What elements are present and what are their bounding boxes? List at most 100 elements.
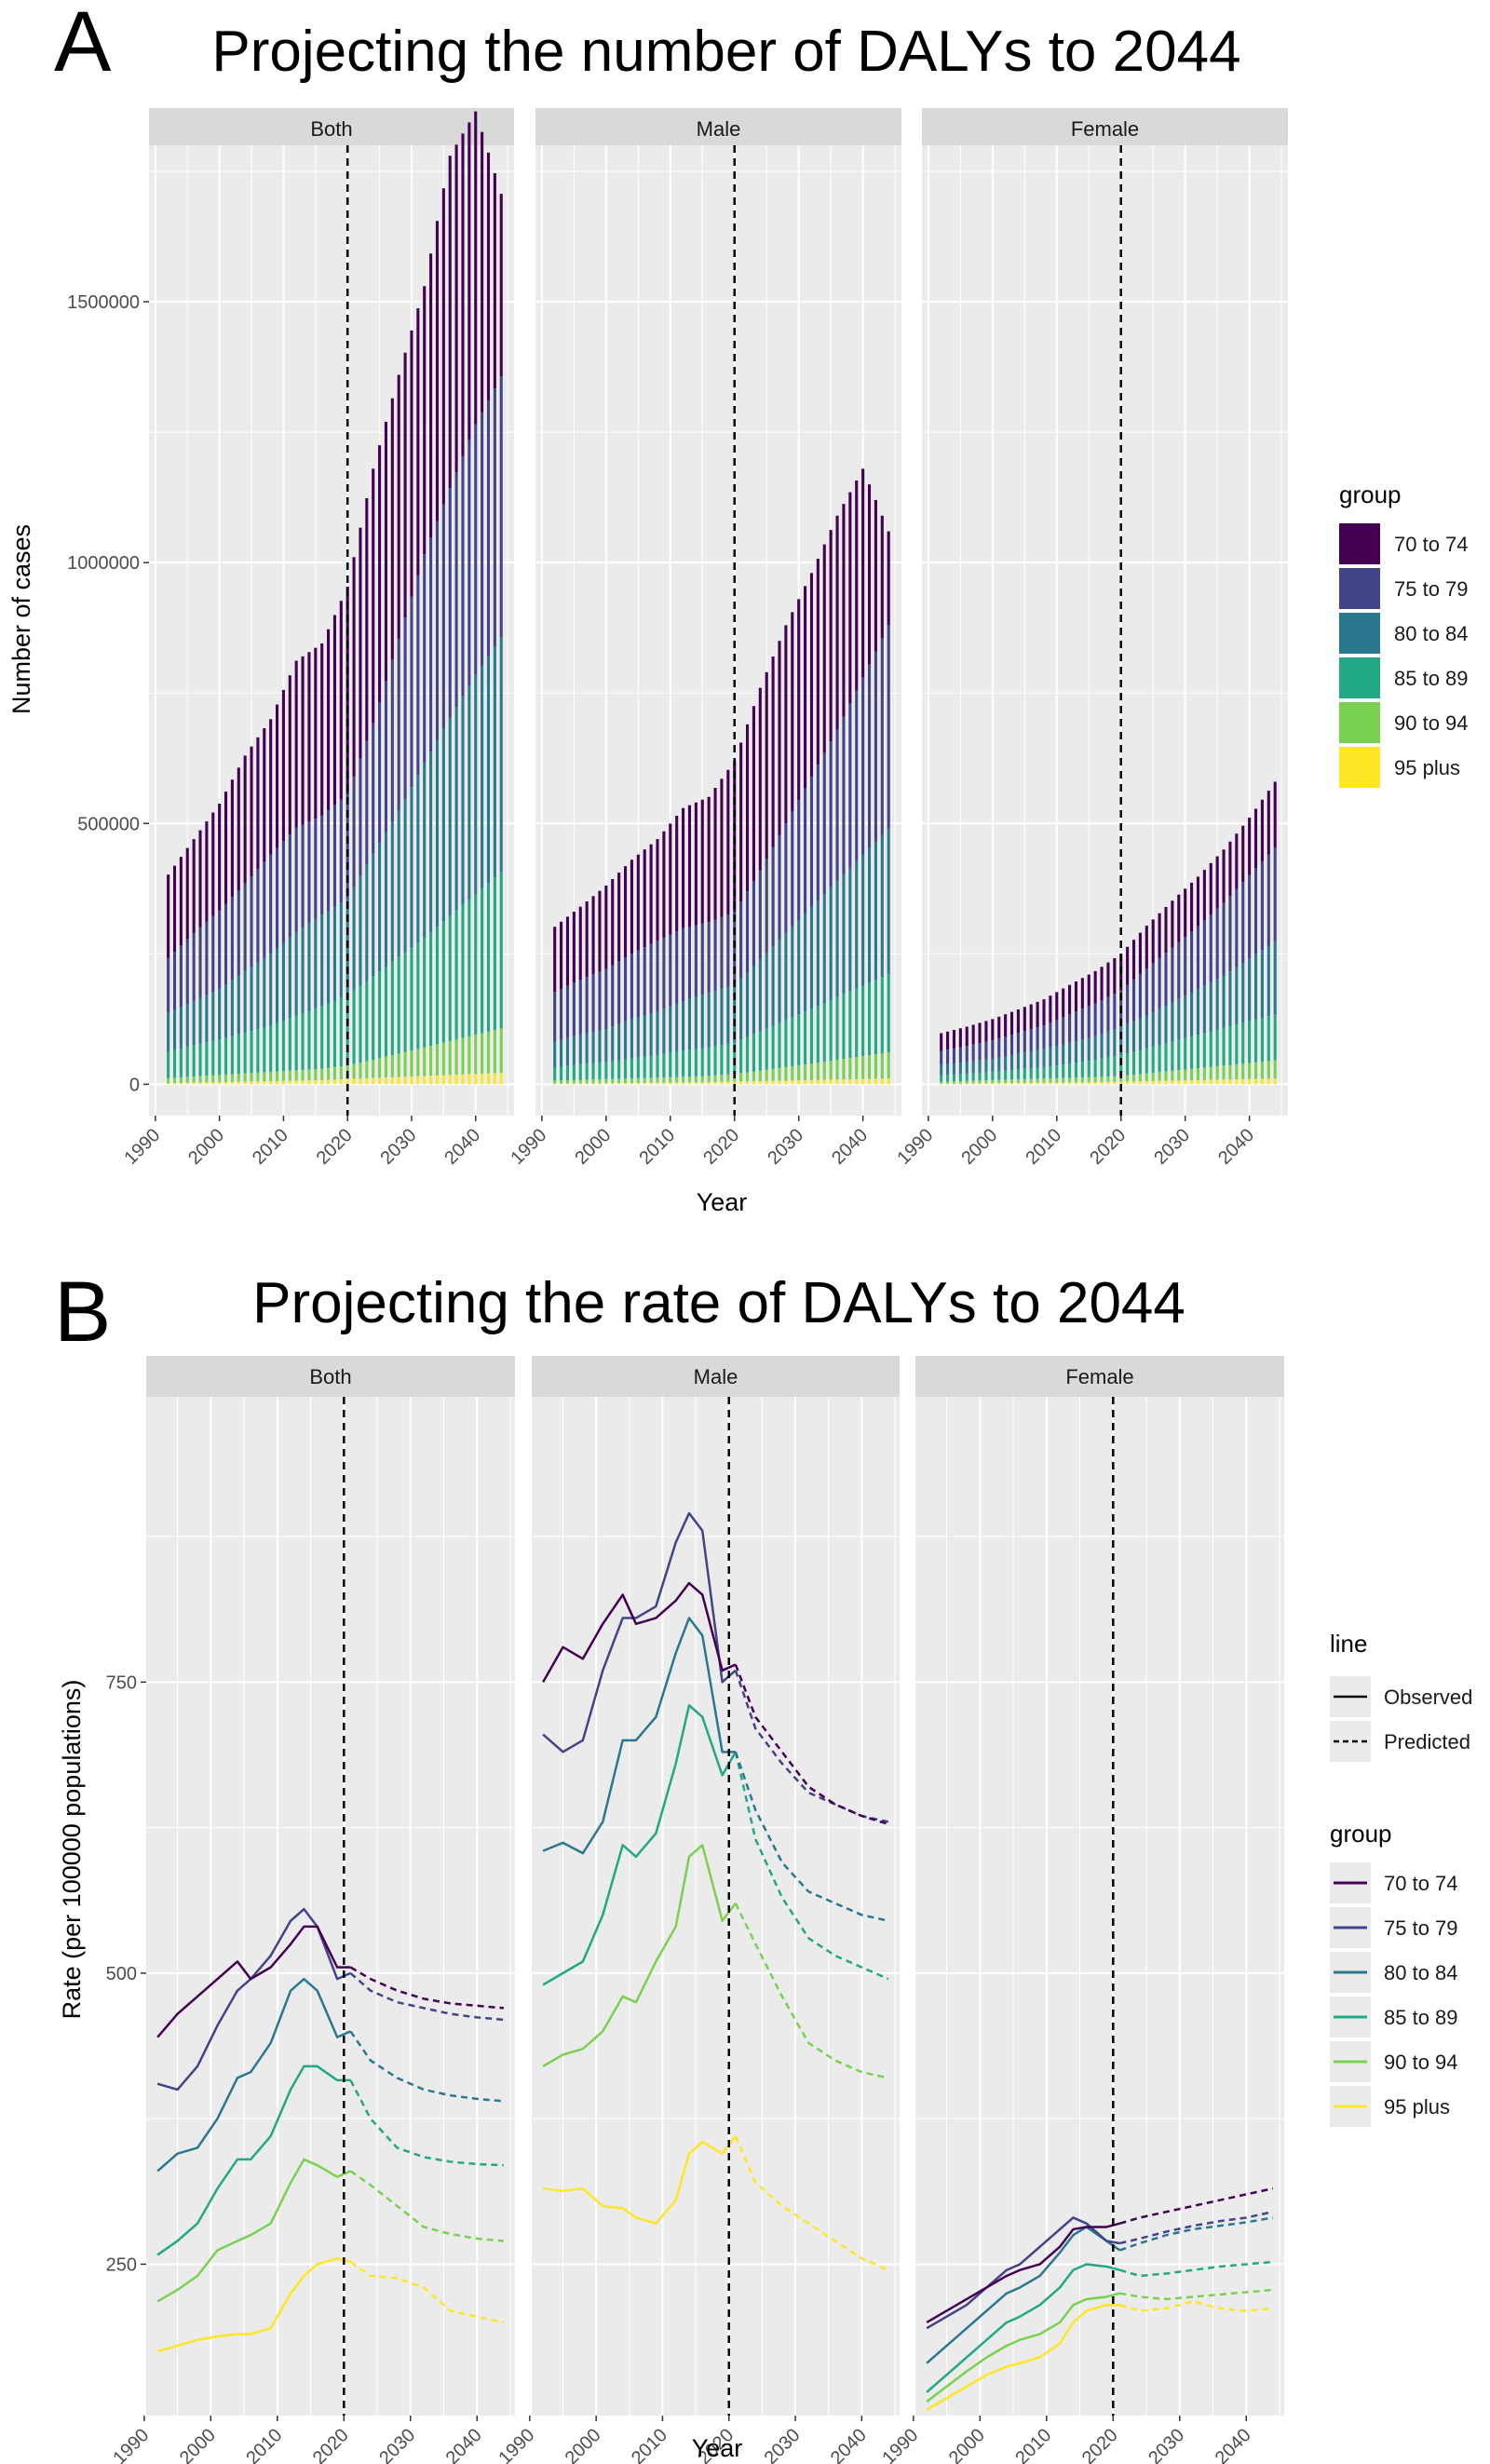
chart-a-bar-female-1996-70-to-74	[965, 1026, 968, 1047]
chart-a-bar-male-2041-70-to-74	[867, 484, 872, 665]
chart-a-bar-female-2023-90-to-94	[1138, 1074, 1142, 1082]
panel-letter-b: B	[54, 1265, 111, 1360]
chart-a-bar-both-2012-85-to-89	[294, 1015, 298, 1071]
chart-a-legend-label-80-to-84: 80 to 84	[1394, 622, 1469, 645]
chart-a-bar-both-2041-75-to-79	[481, 412, 484, 666]
chart-a-bar-both-2008-80-to-84	[269, 954, 273, 1026]
chart-a-bar-male-2039-75-to-79	[855, 690, 859, 861]
chart-a-bar-female-2029-70-to-74	[1177, 894, 1181, 942]
chart-a-bar-female-2011-95-plus	[1062, 1082, 1065, 1085]
chart-a-bar-female-1998-75-to-79	[978, 1043, 982, 1061]
chart-a-bar-male-1997-75-to-79	[585, 977, 589, 1034]
chart-a-bar-both-2013-85-to-89	[301, 1012, 305, 1070]
chart-a-bar-both-1995-70-to-74	[185, 847, 189, 940]
chart-a-bar-male-1997-95-plus	[585, 1083, 589, 1085]
chart-a-bar-female-2032-95-plus	[1196, 1079, 1200, 1085]
chart-a-bar-female-2016-90-to-94	[1093, 1076, 1097, 1083]
chart-b-line-predicted-female-90-to-94	[1119, 2288, 1273, 2301]
chart-a-x-tick-both-2010: 2010	[249, 1125, 292, 1169]
chart-a-bar-female-2006-95-plus	[1029, 1082, 1033, 1085]
chart-a-bar-both-2022-95-plus	[359, 1078, 362, 1085]
chart-a-bar-female-2033-90-to-94	[1202, 1067, 1206, 1080]
chart-a-bar-male-2032-85-to-89	[809, 1009, 814, 1063]
chart-a-bar-female-2043-70-to-74	[1266, 791, 1270, 855]
chart-a-bar-male-2000-80-to-84	[604, 1029, 608, 1063]
chart-a-bar-male-1996-85-to-89	[578, 1063, 582, 1080]
chart-a-bar-male-2012-90-to-94	[682, 1076, 685, 1083]
chart-a-bar-male-2005-85-to-89	[636, 1057, 640, 1078]
chart-a-bar-male-2024-75-to-79	[758, 870, 762, 959]
chart-a-bar-female-2042-90-to-94	[1260, 1062, 1264, 1079]
chart-a-bar-male-2016-90-to-94	[707, 1076, 711, 1083]
chart-a-bar-both-2014-80-to-84	[307, 923, 311, 1011]
chart-a-bar-male-2006-85-to-89	[643, 1056, 646, 1078]
chart-a-bar-male-2007-75-to-79	[649, 943, 653, 1013]
chart-a-bar-female-1993-80-to-84	[946, 1063, 950, 1076]
chart-a-bar-male-2024-80-to-84	[758, 958, 762, 1032]
chart-a-bar-male-2015-90-to-94	[700, 1076, 704, 1083]
chart-a-x-tick-female-2020: 2020	[1086, 1125, 1130, 1169]
chart-a-bar-male-2005-80-to-84	[636, 1017, 640, 1058]
chart-a-bar-male-2025-80-to-84	[765, 952, 768, 1029]
chart-a-bar-female-2005-70-to-74	[1023, 1007, 1026, 1032]
chart-a-x-tick-male-2000: 2000	[571, 1125, 615, 1169]
chart-a-bar-male-1997-90-to-94	[585, 1079, 589, 1084]
chart-b-line-observed-female-90-to-94	[926, 2292, 1120, 2403]
chart-a-bar-both-2016-90-to-94	[320, 1068, 324, 1080]
chart-a-bar-both-2032-75-to-79	[423, 554, 427, 764]
chart-a-bar-both-2008-75-to-79	[269, 854, 273, 954]
chart-a-bar-female-2033-80-to-84	[1202, 985, 1206, 1034]
chart-a-bar-both-2035-85-to-89	[441, 921, 445, 1043]
chart-a-bar-male-2005-95-plus	[636, 1082, 640, 1085]
chart-a-bar-female-2043-90-to-94	[1266, 1061, 1270, 1079]
chart-b-legend-label-75-to-79: 75 to 79	[1384, 1916, 1458, 1940]
chart-a-bar-female-2044-70-to-74	[1273, 781, 1277, 848]
chart-a-bar-both-2040-95-plus	[474, 1074, 478, 1085]
chart-a-bar-male-2000-90-to-94	[604, 1078, 608, 1084]
chart-a-bar-both-2016-85-to-89	[320, 1006, 324, 1069]
chart-a-bar-male-2030-80-to-84	[797, 919, 801, 1015]
chart-a-bar-female-2012-75-to-79	[1068, 1014, 1072, 1043]
chart-a-bar-both-2031-80-to-84	[416, 775, 420, 943]
chart-a-bar-female-2031-95-plus	[1190, 1080, 1194, 1085]
chart-a-bar-both-2031-95-plus	[416, 1076, 420, 1085]
chart-a-bar-male-2026-75-to-79	[771, 846, 775, 946]
chart-a-bar-both-2040-75-to-79	[474, 424, 478, 675]
chart-a-bar-male-2004-70-to-74	[630, 860, 633, 954]
chart-a-y-tick-0: 0	[129, 1075, 140, 1095]
chart-a-bar-both-2016-75-to-79	[320, 815, 324, 915]
chart-a-bar-male-2023-90-to-94	[752, 1071, 755, 1082]
chart-a-bar-both-2009-70-to-74	[275, 704, 279, 848]
chart-a-bar-both-2024-80-to-84	[372, 853, 375, 977]
chart-a-bar-female-2009-75-to-79	[1049, 1022, 1052, 1048]
chart-a-bar-male-1998-85-to-89	[591, 1063, 595, 1080]
chart-a-bar-male-2043-75-to-79	[880, 638, 884, 835]
chart-a-bar-female-2018-80-to-84	[1106, 1031, 1110, 1058]
chart-a-bar-female-1993-85-to-89	[946, 1075, 950, 1082]
chart-a-bar-male-2023-75-to-79	[752, 880, 755, 966]
chart-a-bar-both-1994-95-plus	[179, 1082, 183, 1085]
chart-a-bar-both-2017-70-to-74	[327, 629, 331, 811]
chart-a-bar-female-1997-80-to-84	[971, 1061, 975, 1074]
chart-a-bar-female-2013-70-to-74	[1074, 981, 1078, 1012]
chart-a-bar-both-2043-95-plus	[493, 1073, 496, 1085]
chart-a-bar-male-2037-75-to-79	[842, 716, 846, 874]
chart-a-bar-both-2011-90-to-94	[288, 1070, 291, 1081]
chart-a-bar-both-2029-75-to-79	[403, 617, 407, 799]
chart-a-bar-both-1993-75-to-79	[172, 952, 177, 1010]
chart-b-y-tick-750: 750	[106, 1672, 137, 1693]
chart-b-x-tick-male-2030: 2030	[761, 2425, 805, 2464]
chart-a-bar-female-2010-95-plus	[1055, 1082, 1059, 1085]
chart-a-bar-female-1998-70-to-74	[978, 1022, 982, 1044]
chart-a-bar-both-1997-75-to-79	[198, 927, 202, 998]
chart-a-bar-both-1992-95-plus	[167, 1083, 170, 1085]
chart-a-bar-female-2015-70-to-74	[1087, 974, 1090, 1007]
chart-a-bar-female-2008-70-to-74	[1042, 999, 1046, 1026]
chart-a-bar-female-2040-80-to-84	[1248, 958, 1252, 1022]
chart-a-bar-both-2014-85-to-89	[307, 1010, 311, 1070]
chart-a-bar-both-2042-90-to-94	[486, 1031, 491, 1074]
chart-a-bar-both-2025-85-to-89	[378, 971, 382, 1059]
chart-a-bar-both-2032-70-to-74	[423, 286, 427, 555]
chart-a-bar-male-2035-95-plus	[829, 1079, 833, 1085]
chart-a-bar-female-2017-70-to-74	[1100, 967, 1104, 1001]
